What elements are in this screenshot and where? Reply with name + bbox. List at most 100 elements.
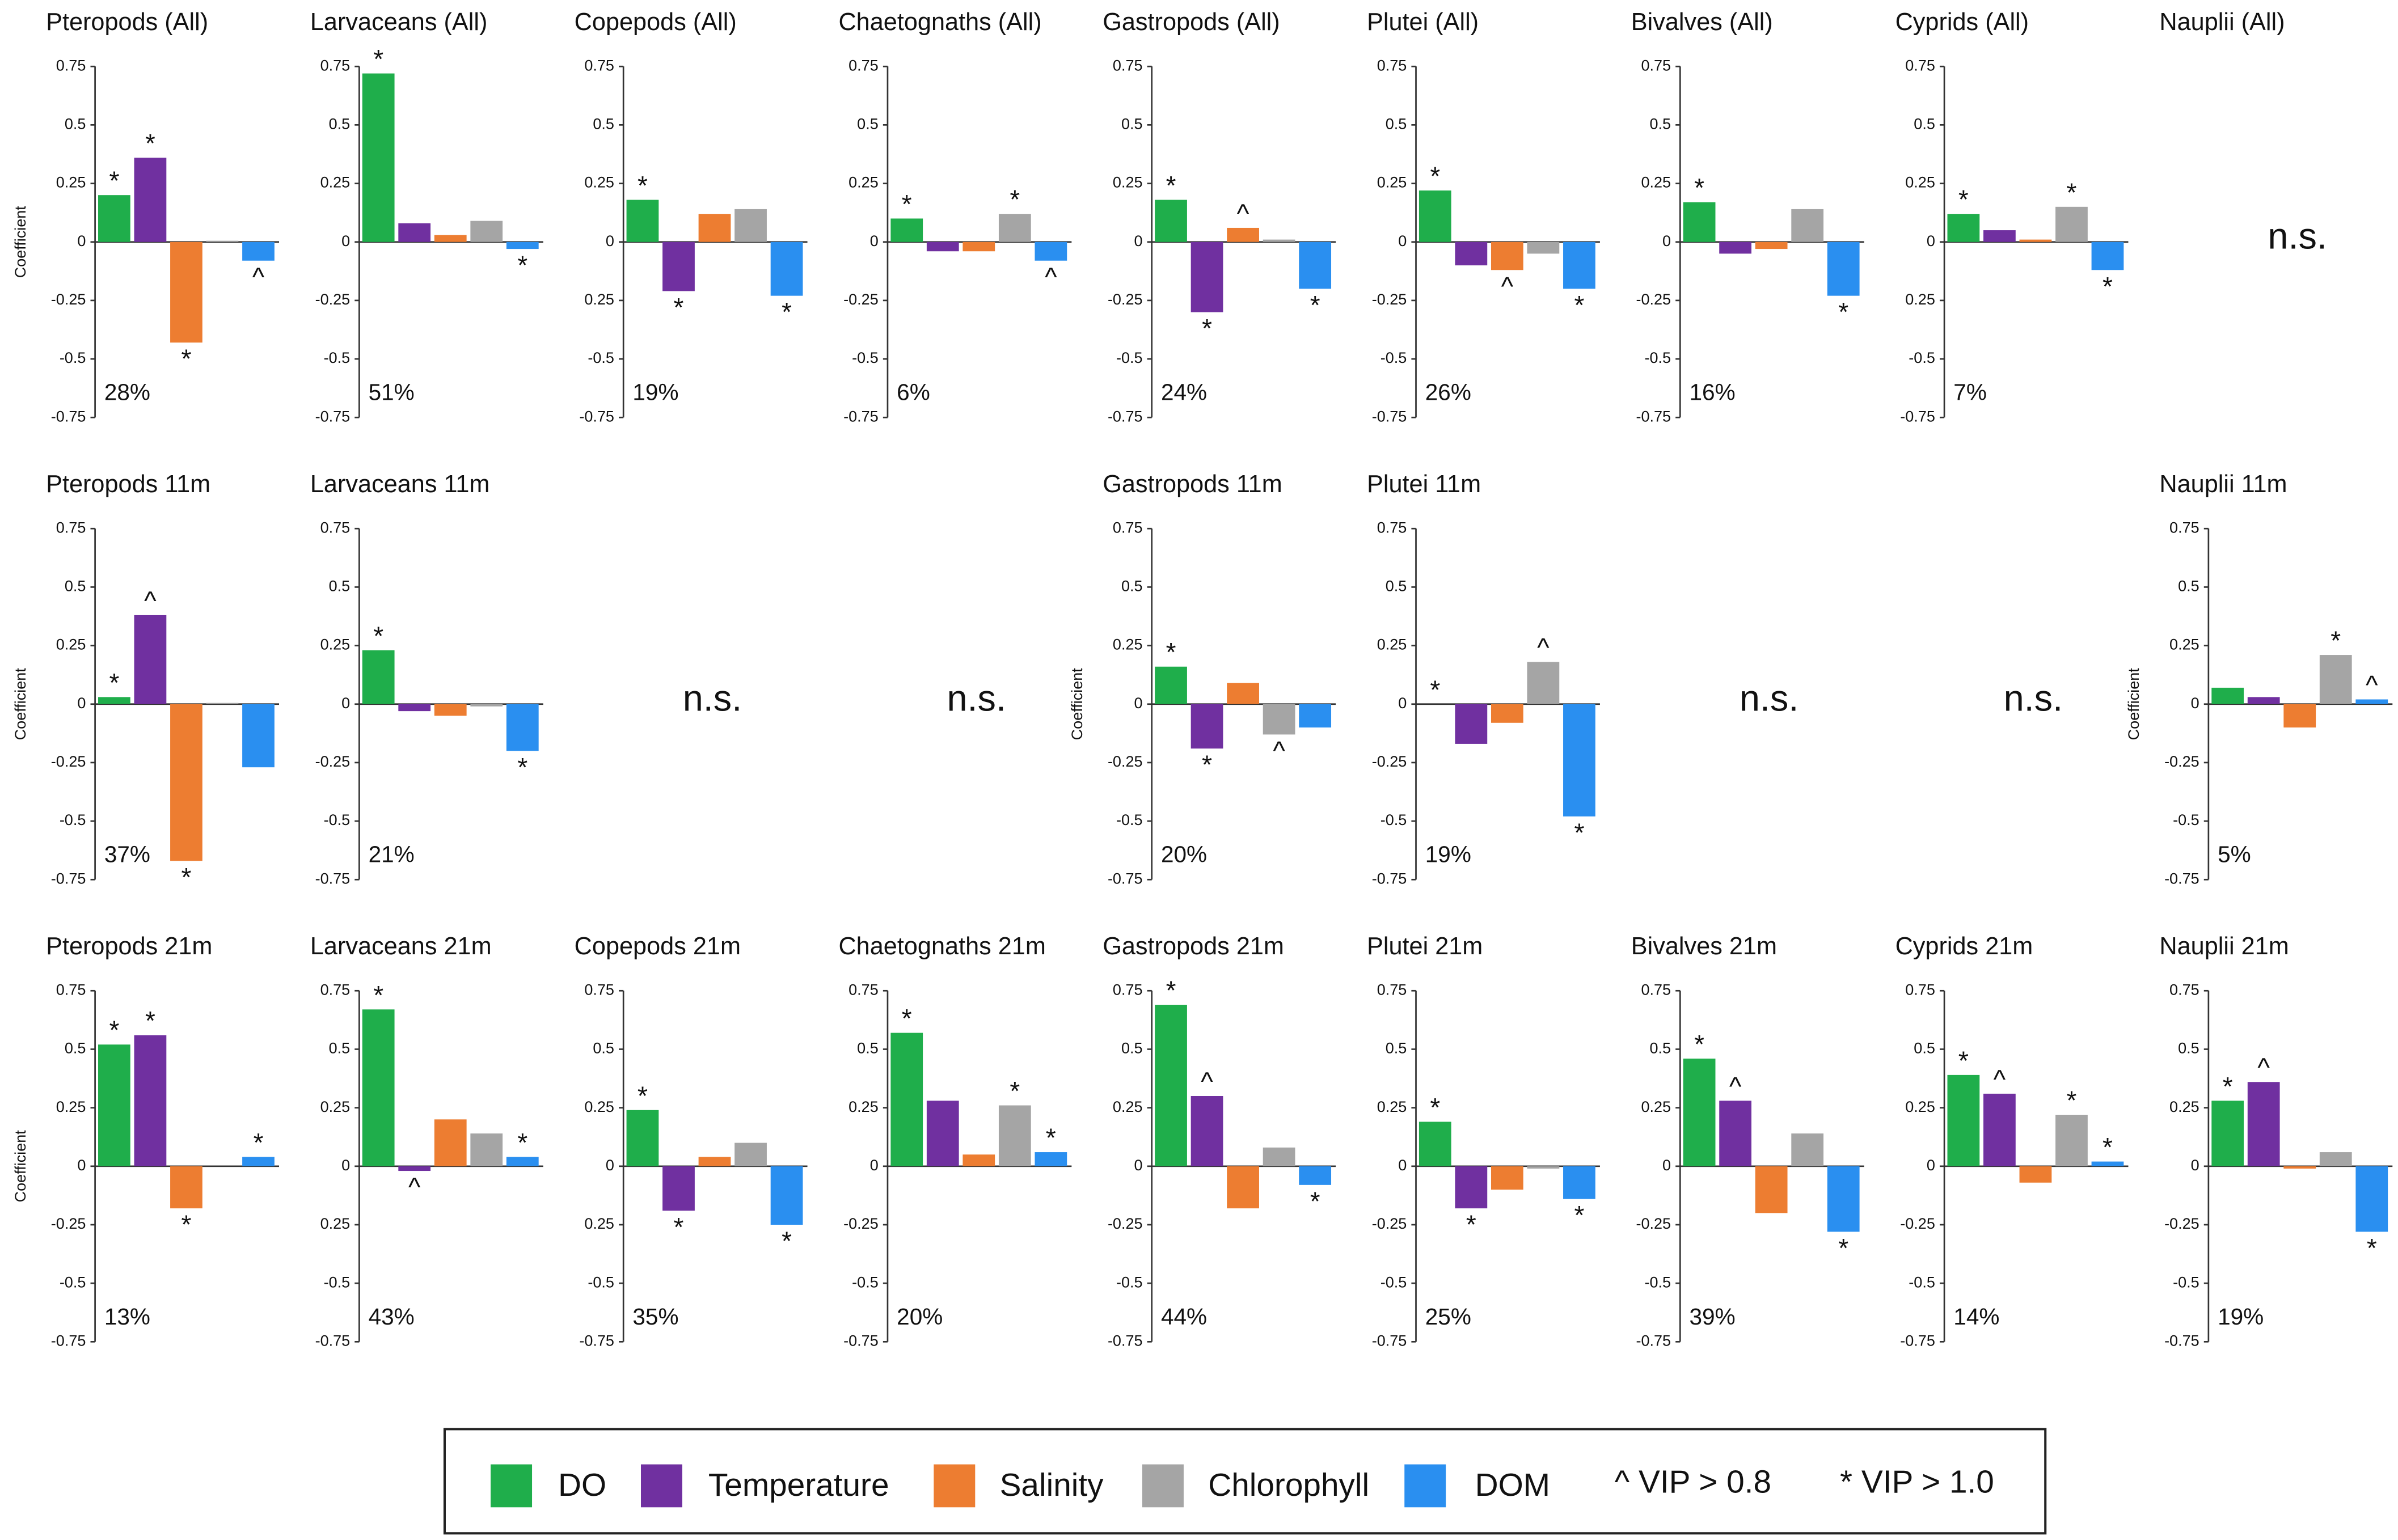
bar <box>1418 190 1451 242</box>
bar <box>926 1101 959 1166</box>
variance-label: 19% <box>2218 1304 2264 1330</box>
bar <box>1827 1166 1860 1232</box>
bar <box>1455 242 1488 265</box>
y-tick-label: -0.5 <box>60 811 86 828</box>
y-tick-label: -0.75 <box>1636 408 1671 425</box>
vip-marker: * <box>373 621 383 650</box>
variance-label: 26% <box>1425 379 1471 405</box>
variance-label: 37% <box>104 841 150 868</box>
vip-marker: ^ <box>2257 1053 2270 1082</box>
bar <box>98 195 130 242</box>
y-tick-label: 0.75 <box>584 981 614 998</box>
bar <box>2211 1101 2244 1166</box>
bar <box>506 704 539 751</box>
y-tick-label: 0 <box>77 695 86 712</box>
bar <box>1983 230 2016 242</box>
y-tick-label: -0.75 <box>2164 870 2199 887</box>
y-tick-label: -0.75 <box>1108 408 1143 425</box>
bar <box>1683 202 1716 242</box>
vip-marker: ^ <box>252 262 265 291</box>
y-tick-label: 0.75 <box>320 519 351 536</box>
bar <box>734 1143 767 1166</box>
bar <box>1527 242 1560 254</box>
y-tick-label: -0.5 <box>1645 1274 1671 1291</box>
bar <box>1719 242 1752 254</box>
bar <box>2211 687 2244 704</box>
vip-marker: * <box>373 44 383 74</box>
vip-marker: * <box>1466 1210 1476 1239</box>
y-tick-label: 0.25 <box>848 1098 879 1115</box>
bar <box>998 214 1031 242</box>
vip-marker: * <box>2067 1086 2077 1115</box>
y-tick-label: 0.25 <box>1641 174 1671 191</box>
y-axis-label: Coefficient <box>12 1130 29 1203</box>
y-tick-label: -0.5 <box>60 1274 86 1291</box>
y-tick-label: 0.5 <box>1386 578 1407 595</box>
y-tick-label: -0.75 <box>1372 1332 1407 1349</box>
y-tick-label: 0.5 <box>1650 1040 1671 1057</box>
bar <box>1791 209 1824 242</box>
y-tick-label: 0.25 <box>1377 636 1407 653</box>
y-tick-label: -0.75 <box>315 870 351 887</box>
panel-title: Nauplii (All) <box>2159 9 2285 36</box>
panel-title: Gastropods 21m <box>1103 933 1284 960</box>
y-tick-label: 0.25 <box>1377 174 1407 191</box>
bar <box>1719 1101 1752 1166</box>
vip-marker: ^ <box>1501 272 1514 301</box>
panel-note: n.s. <box>947 677 1006 718</box>
bar <box>470 704 503 706</box>
bar <box>1418 1122 1451 1166</box>
legend-label: Salinity <box>1000 1467 1104 1503</box>
y-tick-label: 0.75 <box>1377 519 1407 536</box>
variance-label: 39% <box>1690 1304 1736 1330</box>
y-tick-label: 0.5 <box>2178 1040 2199 1057</box>
vip-marker: * <box>1166 637 1176 667</box>
y-tick-label: -0.25 <box>1372 1215 1407 1232</box>
vip-marker: * <box>1694 173 1704 202</box>
y-axis-label: Coefficient <box>1069 668 1086 741</box>
bar <box>170 704 202 861</box>
legend-label: DO <box>558 1467 606 1503</box>
bar <box>170 242 202 343</box>
variance-label: 28% <box>104 379 150 405</box>
bar <box>962 1154 995 1166</box>
vip-marker: * <box>1166 171 1176 200</box>
bar <box>2019 1166 2052 1183</box>
panel-title: Plutei 11m <box>1367 471 1481 498</box>
variance-label: 21% <box>369 841 415 868</box>
bar <box>2055 1115 2088 1166</box>
y-tick-label: -0.5 <box>588 349 614 366</box>
vip-marker: * <box>181 344 192 374</box>
y-tick-label: 0.25 <box>56 1098 86 1115</box>
legend-label: DOM <box>1475 1467 1550 1503</box>
y-tick-label: -0.75 <box>1372 870 1407 887</box>
y-tick-label: 0.25 <box>56 174 86 191</box>
y-tick-label: -0.25 <box>1636 1215 1671 1232</box>
vip-marker: ^ <box>408 1173 421 1202</box>
bar <box>998 1105 1031 1166</box>
y-tick-label: 0.75 <box>320 57 351 74</box>
panel-title: Pteropods (All) <box>46 9 208 36</box>
y-tick-label: 0.75 <box>1113 57 1143 74</box>
vip-marker: * <box>1202 750 1212 780</box>
vip-marker: * <box>2103 1132 2113 1162</box>
bar <box>242 242 275 261</box>
bar <box>1299 1166 1332 1185</box>
vip-marker: * <box>2103 272 2113 301</box>
y-tick-label: 0.25 <box>584 1215 614 1232</box>
variance-label: 19% <box>632 379 678 405</box>
bar <box>1563 704 1595 816</box>
legend-swatch <box>491 1464 533 1508</box>
variance-label: 51% <box>369 379 415 405</box>
variance-label: 20% <box>897 1304 943 1330</box>
y-tick-label: -0.25 <box>1108 1215 1143 1232</box>
bar <box>626 200 659 242</box>
y-tick-label: 0 <box>2191 695 2199 712</box>
variance-label: 14% <box>1953 1304 1999 1330</box>
vip-marker: * <box>109 166 119 196</box>
panel-title: Chaetognaths (All) <box>838 9 1041 36</box>
panel-title: Bivalves 21m <box>1631 933 1777 960</box>
y-tick-label: 0 <box>341 695 350 712</box>
panel-note: n.s. <box>683 677 742 718</box>
